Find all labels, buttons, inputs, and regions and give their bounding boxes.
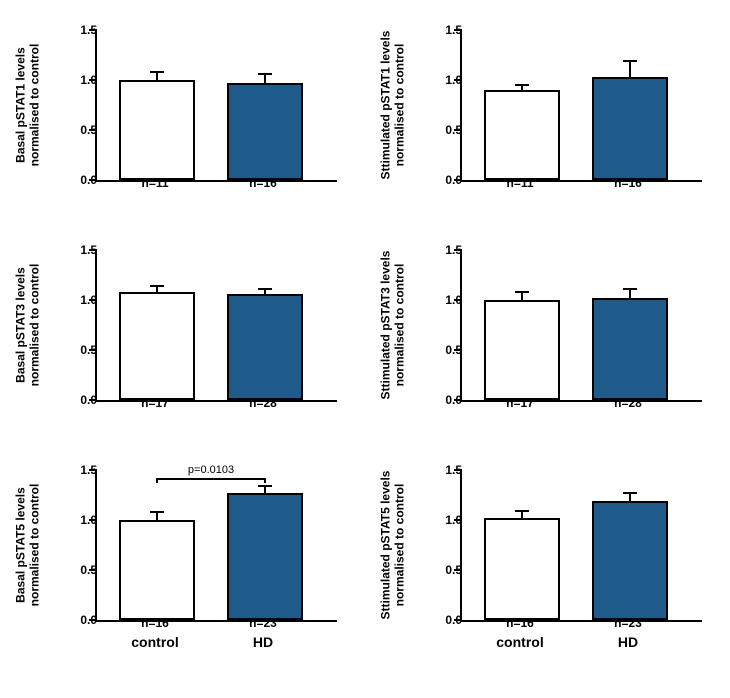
y-axis-label: Basal pSTAT1 levelsnormalised to control (14, 44, 43, 167)
y-axis-label: Basal pSTAT3 levelsnormalised to control (14, 264, 43, 387)
error-bar-cap (515, 84, 529, 86)
ylabel-line2: normalised to control (28, 44, 42, 167)
ylabel-line1: Sttimulated pSTAT3 levels (379, 251, 393, 400)
bar-HD (227, 294, 304, 400)
plot-area (460, 470, 702, 622)
y-tick (454, 349, 462, 351)
y-tick (89, 299, 97, 301)
error-bar-cap (150, 285, 164, 287)
ylabel-line2: normalised to control (393, 251, 407, 400)
error-bar-stem (264, 486, 266, 493)
error-bar-stem (521, 511, 523, 518)
error-bar-stem (156, 72, 158, 80)
error-bar-cap (623, 492, 637, 494)
y-tick (89, 619, 97, 621)
significance-tick (264, 478, 266, 483)
y-tick (454, 79, 462, 81)
x-category-label: control (131, 634, 178, 650)
y-tick (89, 29, 97, 31)
y-tick (89, 179, 97, 181)
ylabel-line2: normalised to control (393, 31, 407, 180)
y-tick (454, 519, 462, 521)
y-tick (89, 469, 97, 471)
x-category-label: control (496, 634, 543, 650)
y-tick (89, 519, 97, 521)
plot-area: p=0.0103 (95, 470, 337, 622)
plot-area (460, 250, 702, 402)
bar-HD (227, 83, 304, 180)
y-tick (89, 399, 97, 401)
y-tick (89, 569, 97, 571)
bar-HD (592, 77, 669, 180)
bar-control (484, 300, 561, 400)
bar-HD (227, 493, 304, 620)
ylabel-line1: Basal pSTAT1 levels (14, 47, 28, 163)
chart-grid: Basal pSTAT1 levelsnormalised to control… (20, 20, 710, 660)
error-bar-cap (150, 511, 164, 513)
chart-panel: Basal pSTAT5 levelsnormalised to control… (20, 460, 345, 660)
bar-control (119, 520, 196, 620)
y-tick (454, 619, 462, 621)
y-tick (89, 249, 97, 251)
chart-panel: Sttimulated pSTAT5 levelsnormalised to c… (385, 460, 710, 660)
error-bar-cap (258, 73, 272, 75)
y-axis-label: Sttimulated pSTAT3 levelsnormalised to c… (379, 251, 408, 400)
chart-panel: Sttimulated pSTAT3 levelsnormalised to c… (385, 240, 710, 440)
plot-area (460, 30, 702, 182)
y-axis-label: Sttimulated pSTAT1 levelsnormalised to c… (379, 31, 408, 180)
error-bar-stem (156, 512, 158, 520)
error-bar-cap (150, 71, 164, 73)
ylabel-line1: Sttimulated pSTAT1 levels (379, 31, 393, 180)
y-tick (89, 79, 97, 81)
ylabel-line2: normalised to control (28, 484, 42, 607)
bar-control (119, 292, 196, 400)
y-tick (454, 29, 462, 31)
y-tick (454, 129, 462, 131)
error-bar-cap (258, 288, 272, 290)
error-bar-stem (629, 289, 631, 298)
x-category-label: HD (618, 634, 638, 650)
y-tick (454, 469, 462, 471)
bar-HD (592, 501, 669, 620)
error-bar-stem (629, 493, 631, 501)
ylabel-line1: Sttimulated pSTAT5 levels (379, 471, 393, 620)
y-tick (89, 349, 97, 351)
y-tick (454, 299, 462, 301)
bar-HD (592, 298, 669, 400)
bar-control (484, 90, 561, 180)
error-bar-cap (258, 485, 272, 487)
ylabel-line1: Basal pSTAT3 levels (14, 267, 28, 383)
error-bar-cap (623, 60, 637, 62)
ylabel-line2: normalised to control (393, 471, 407, 620)
y-tick (89, 129, 97, 131)
y-axis-label: Sttimulated pSTAT5 levelsnormalised to c… (379, 471, 408, 620)
error-bar-cap (623, 288, 637, 290)
y-tick (454, 569, 462, 571)
ylabel-line1: Basal pSTAT5 levels (14, 487, 28, 603)
y-tick (454, 249, 462, 251)
significance-bar (157, 478, 265, 480)
x-category-label: HD (253, 634, 273, 650)
bar-control (484, 518, 561, 620)
error-bar-cap (515, 291, 529, 293)
ylabel-line2: normalised to control (28, 264, 42, 387)
plot-area (95, 30, 337, 182)
chart-panel: Sttimulated pSTAT1 levelsnormalised to c… (385, 20, 710, 220)
error-bar-stem (521, 292, 523, 300)
bar-control (119, 80, 196, 180)
error-bar-cap (515, 510, 529, 512)
error-bar-stem (264, 74, 266, 83)
error-bar-stem (629, 61, 631, 77)
chart-panel: Basal pSTAT1 levelsnormalised to control… (20, 20, 345, 220)
y-tick (454, 179, 462, 181)
significance-text: p=0.0103 (188, 464, 234, 476)
chart-panel: Basal pSTAT3 levelsnormalised to control… (20, 240, 345, 440)
y-axis-label: Basal pSTAT5 levelsnormalised to control (14, 484, 43, 607)
y-tick (454, 399, 462, 401)
plot-area (95, 250, 337, 402)
significance-tick (156, 478, 158, 483)
